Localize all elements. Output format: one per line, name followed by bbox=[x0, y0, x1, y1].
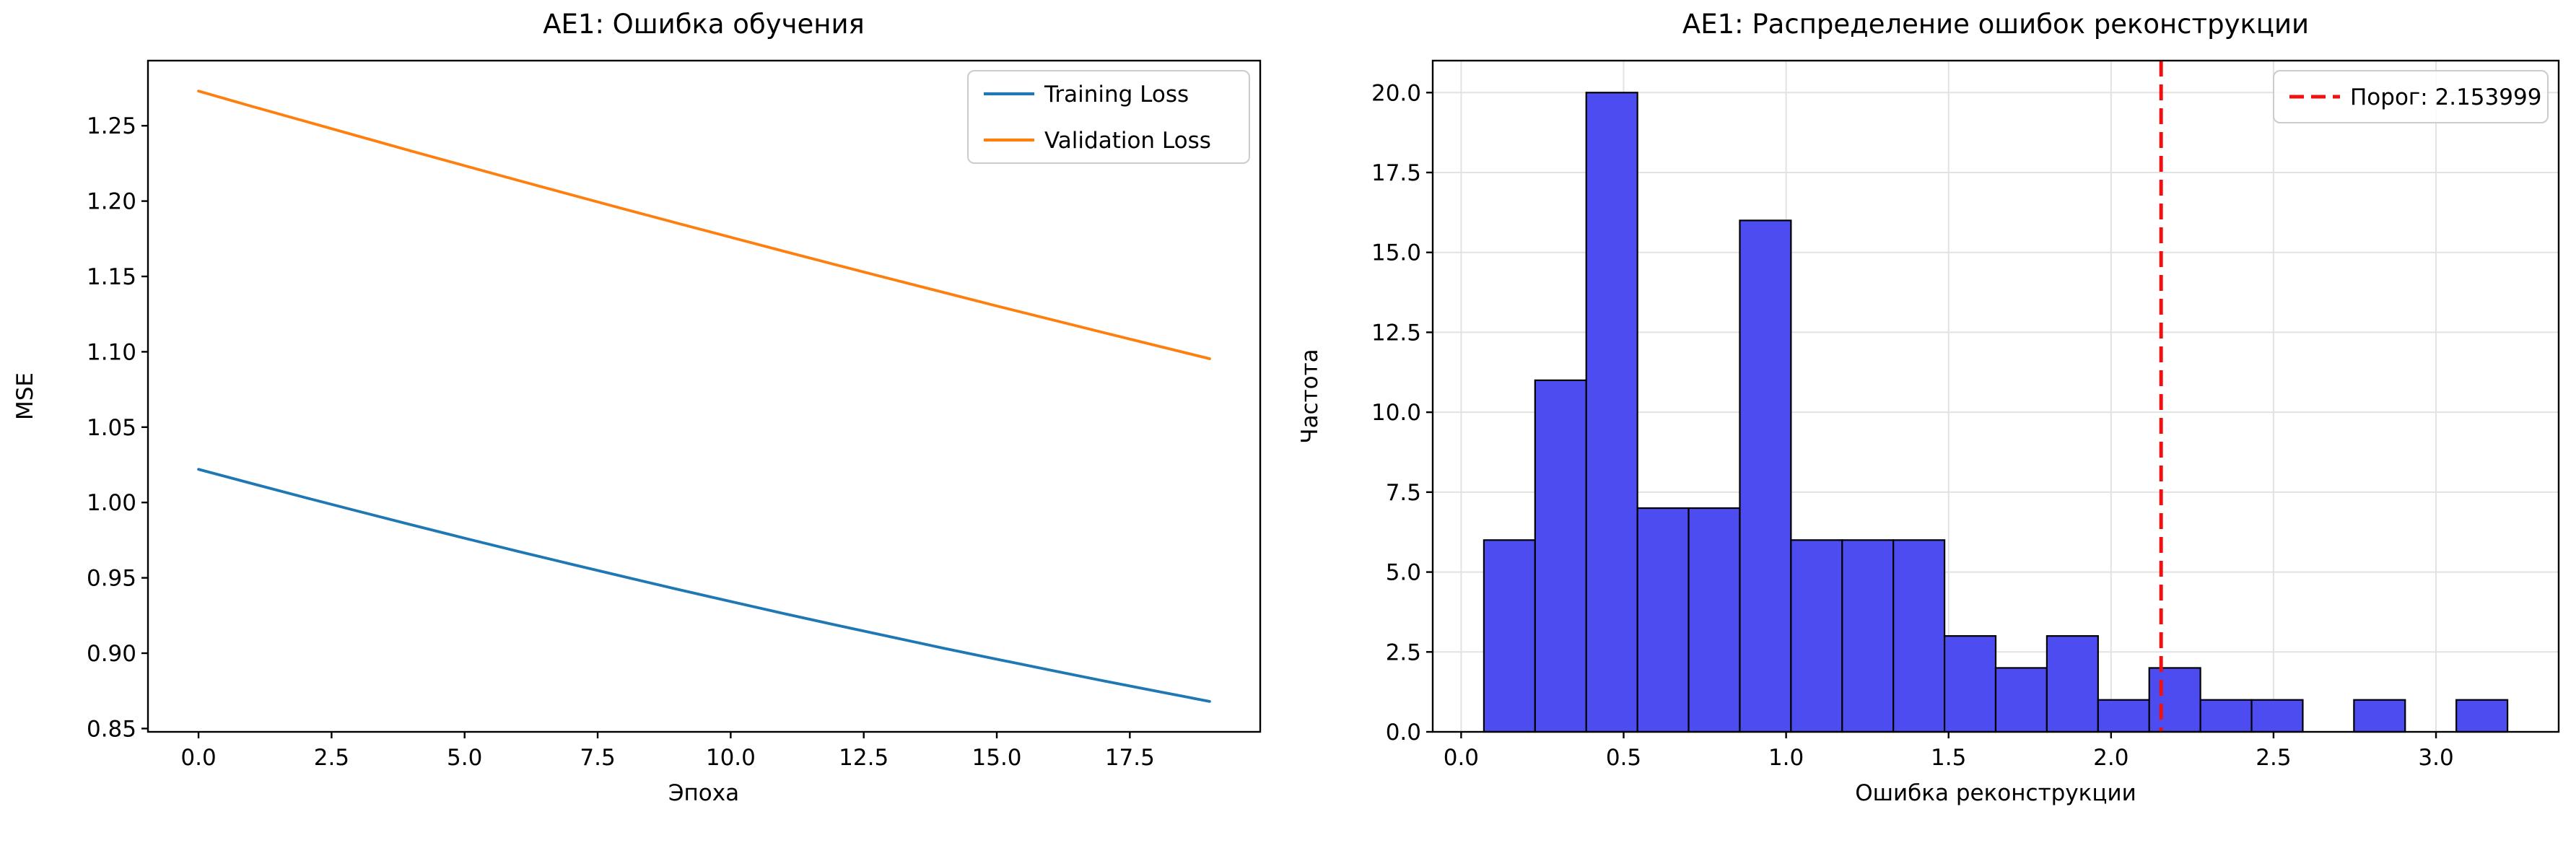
x-tick-label: 1.5 bbox=[1931, 745, 1966, 771]
reconstruction-error-histogram: 0.0 0.5 1.0 1.5 2.0 2.5 3.0 0.0 2.5 5.0 7.5 10.0 12.… bbox=[1288, 0, 2576, 843]
x-tick-label: 3.0 bbox=[2418, 745, 2453, 771]
histogram-bar bbox=[1943, 635, 1997, 733]
x-tick-label: 2.5 bbox=[2256, 745, 2291, 771]
x-tick-label: 0.0 bbox=[180, 745, 216, 771]
axes-spines bbox=[1431, 59, 2560, 733]
y-tick-label: 1.25 bbox=[87, 113, 136, 139]
validation-loss-line bbox=[197, 89, 1211, 360]
y-tick-label: 0.85 bbox=[87, 716, 136, 742]
legend-box bbox=[2273, 70, 2549, 123]
histogram-bar bbox=[1994, 667, 2048, 733]
histogram-bar bbox=[1841, 539, 1895, 733]
y-tick-label: 20.0 bbox=[1371, 80, 1421, 106]
histogram-bar bbox=[1585, 92, 1638, 733]
y-tick-label: 1.00 bbox=[87, 490, 136, 516]
histogram-bar bbox=[2455, 699, 2509, 733]
reconstruction-error-svg: 0.0 0.5 1.0 1.5 2.0 2.5 3.0 0.0 2.5 5.0 7.5 10.0 12.… bbox=[1297, 9, 2560, 806]
training-loss-line bbox=[197, 468, 1211, 703]
axes-spines bbox=[147, 59, 1262, 733]
histogram-bar bbox=[1892, 539, 1946, 733]
histogram-bar bbox=[1739, 219, 1792, 733]
x-tick-label: 15.0 bbox=[972, 745, 1022, 771]
histogram-bar bbox=[2097, 699, 2150, 733]
chart-title: AE1: Распределение ошибок реконструкции bbox=[1682, 9, 2309, 40]
y-axis-label: Частота bbox=[1297, 349, 1323, 443]
x-tick-label: 1.0 bbox=[1768, 745, 1804, 771]
training-loss-plot-area: 0.0 2.5 5.0 7.5 10.0 12.5 15.0 17.5 0.85 0.90 0.95… bbox=[87, 59, 1262, 771]
legend-label: Validation Loss bbox=[1044, 128, 1211, 154]
histogram-bar bbox=[2353, 699, 2406, 733]
y-tick-label: 0.95 bbox=[87, 566, 136, 592]
legend-label: Порог: 2.153999 bbox=[2350, 84, 2541, 110]
y-tick-label: 1.20 bbox=[87, 189, 136, 215]
x-tick-label: 7.5 bbox=[580, 745, 615, 771]
y-tick-label: 1.15 bbox=[87, 264, 136, 290]
y-tick-label: 1.05 bbox=[87, 415, 136, 441]
y-tick-label: 12.5 bbox=[1371, 320, 1421, 346]
y-tick-label: 5.0 bbox=[1386, 560, 1421, 586]
x-axis-label: Ошибка реконструкции bbox=[1855, 780, 2136, 806]
y-tick-label: 10.0 bbox=[1371, 400, 1421, 426]
x-tick-label: 12.5 bbox=[839, 745, 888, 771]
reconstruction-error-plot-area: 0.0 0.5 1.0 1.5 2.0 2.5 3.0 0.0 2.5 5.0 7.5 10.0 12.… bbox=[1371, 59, 2560, 771]
histogram-bar bbox=[1688, 507, 1741, 733]
histogram-bar bbox=[1636, 507, 1690, 733]
training-loss-chart: 0.0 2.5 5.0 7.5 10.0 12.5 15.0 17.5 0.85 0.90 0.95… bbox=[12, 9, 1262, 806]
x-tick-label: 5.0 bbox=[447, 745, 482, 771]
x-axis-label: Эпоха bbox=[668, 780, 739, 806]
histogram-bar bbox=[2045, 635, 2099, 733]
histogram-bar bbox=[1790, 539, 1843, 733]
x-tick-label: 2.0 bbox=[2093, 745, 2129, 771]
x-tick-label: 2.5 bbox=[314, 745, 349, 771]
y-tick-label: 7.5 bbox=[1386, 480, 1421, 506]
y-tick-label: 0.0 bbox=[1386, 720, 1421, 746]
chart-title: AE1: Ошибка обучения bbox=[543, 9, 865, 40]
training-loss-svg: 0.0 2.5 5.0 7.5 10.0 12.5 15.0 17.5 0.85 0.90 0.95… bbox=[12, 9, 1262, 806]
histogram-bar bbox=[1534, 379, 1587, 733]
y-tick-label: 2.5 bbox=[1386, 639, 1421, 665]
x-tick-label: 10.0 bbox=[706, 745, 756, 771]
y-tick-label: 15.0 bbox=[1371, 240, 1421, 266]
y-tick-label: 1.10 bbox=[87, 339, 136, 365]
x-tick-label: 0.5 bbox=[1606, 745, 1641, 771]
x-tick-label: 0.0 bbox=[1444, 745, 1479, 771]
plot-background bbox=[148, 61, 1260, 732]
legend-box bbox=[967, 70, 1250, 164]
y-tick-label: 0.90 bbox=[87, 641, 136, 667]
y-axis-label: MSE bbox=[12, 372, 38, 420]
histogram-bar bbox=[2199, 699, 2253, 733]
histogram-bar bbox=[2148, 667, 2201, 733]
x-tick-label: 17.5 bbox=[1105, 745, 1155, 771]
legend-label: Training Loss bbox=[1044, 82, 1189, 108]
histogram-bar bbox=[1483, 539, 1536, 733]
histogram-bar bbox=[2250, 699, 2304, 733]
y-tick-label: 17.5 bbox=[1371, 160, 1421, 186]
